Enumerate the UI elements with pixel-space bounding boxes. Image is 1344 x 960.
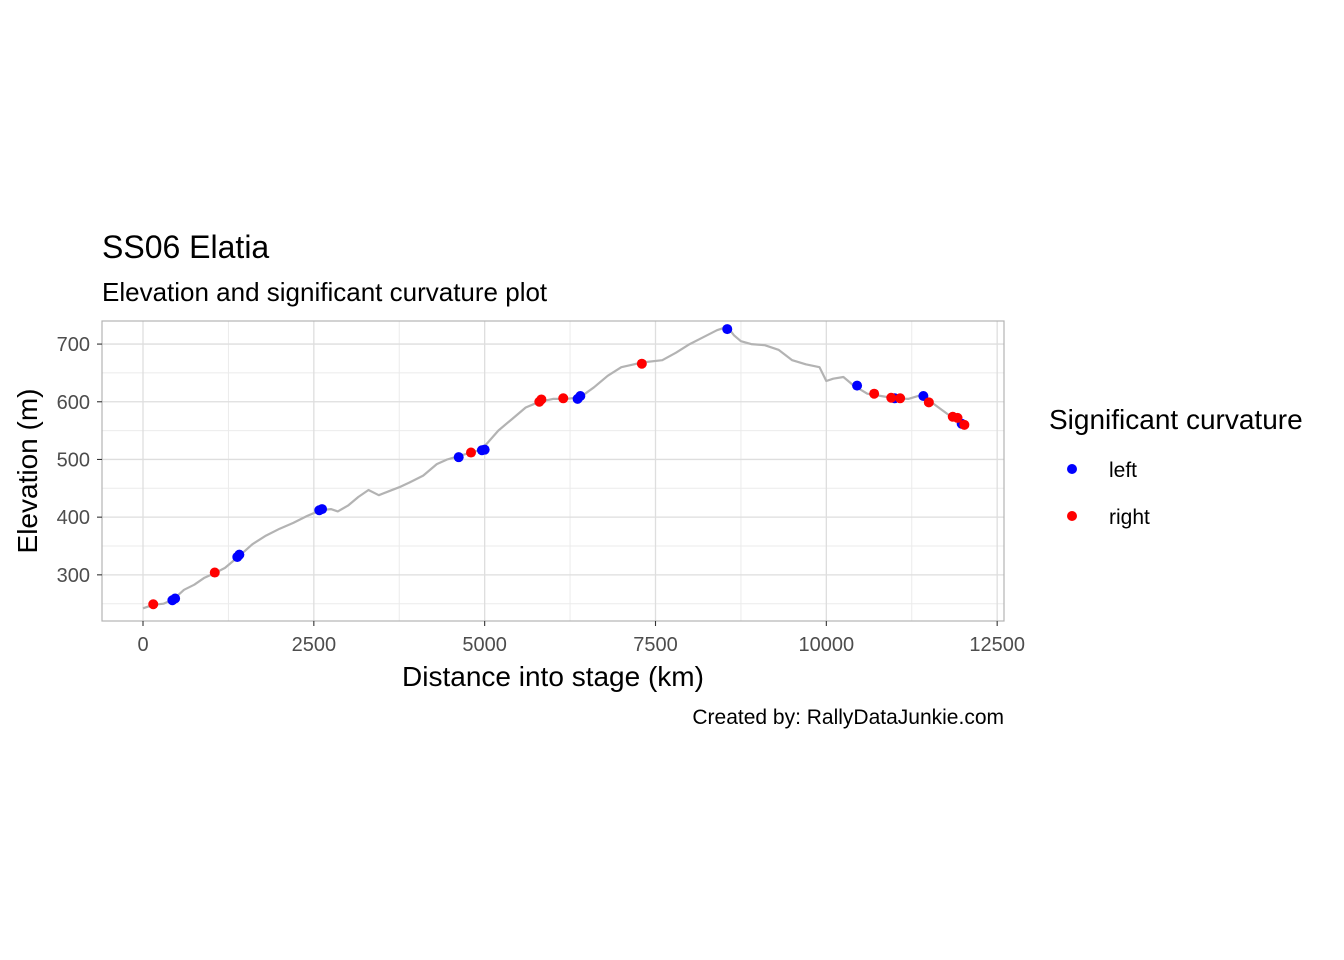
curvature-point-left xyxy=(852,380,863,391)
curvature-point-right xyxy=(148,599,159,610)
chart-caption: Created by: RallyDataJunkie.com xyxy=(692,706,1004,729)
y-axis-ticks: 300 400 500 600 700 xyxy=(57,334,102,587)
curvature-point-left xyxy=(479,444,490,455)
x-tick-label: 7500 xyxy=(633,634,678,656)
curvature-point-left xyxy=(234,549,245,560)
curvature-point-right xyxy=(869,388,880,399)
curvature-point-left xyxy=(317,504,328,515)
legend-label-right: right xyxy=(1109,506,1150,529)
curvature-point-right xyxy=(886,392,897,403)
x-axis-title: Distance into stage (km) xyxy=(402,661,704,692)
curvature-point-left xyxy=(170,593,181,604)
curvature-point-right xyxy=(466,447,476,458)
elevation-line xyxy=(142,325,964,610)
legend-swatch-left xyxy=(1067,464,1077,474)
legend-swatch-right xyxy=(1067,511,1077,521)
x-tick-label: 0 xyxy=(137,634,148,656)
x-axis-ticks: 0 2500 5000 7500 10000 12500 xyxy=(137,621,1025,656)
curvature-point-right xyxy=(636,358,647,369)
curvature-point-right xyxy=(959,419,970,430)
curvature-point-left xyxy=(722,324,733,335)
curvature-point-right xyxy=(209,567,220,578)
y-tick-label: 500 xyxy=(57,449,90,471)
curvature-point-right xyxy=(895,393,906,404)
x-tick-label: 5000 xyxy=(462,634,507,656)
curvature-point-right xyxy=(536,394,547,405)
x-tick-label: 10000 xyxy=(799,634,855,656)
plot-panel-border xyxy=(101,320,1005,622)
major-gridlines xyxy=(102,321,1004,621)
y-tick-label: 700 xyxy=(57,334,90,356)
x-tick-label: 2500 xyxy=(292,634,337,656)
y-tick-label: 300 xyxy=(57,565,90,587)
curvature-point-left xyxy=(575,391,586,401)
curvature-point-right xyxy=(923,397,934,408)
x-tick-label: 12500 xyxy=(969,634,1025,656)
chart-subtitle: Elevation and significant curvature plot xyxy=(102,277,548,307)
chart-title: SS06 Elatia xyxy=(102,229,269,265)
y-axis-title: Elevation (m) xyxy=(12,389,43,554)
legend-title: Significant curvature xyxy=(1049,404,1303,435)
curvature-point-right xyxy=(952,412,963,423)
legend: Significant curvature left right xyxy=(1049,404,1303,529)
curvature-point-right xyxy=(558,393,569,404)
minor-gridlines xyxy=(102,321,1004,621)
curvature-points xyxy=(148,324,970,610)
y-tick-label: 400 xyxy=(57,507,90,529)
y-tick-label: 600 xyxy=(57,392,90,414)
curvature-point-left xyxy=(453,452,464,463)
legend-label-left: left xyxy=(1109,459,1137,482)
